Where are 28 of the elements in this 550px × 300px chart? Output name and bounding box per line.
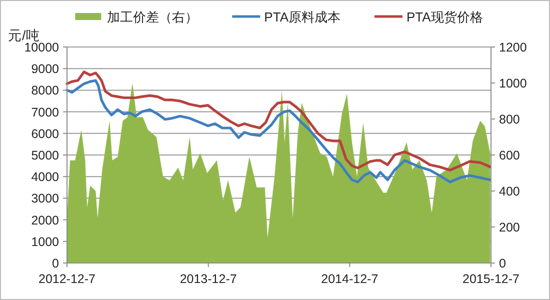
line-series <box>66 79 492 184</box>
y-tick-label: 3000 <box>31 192 60 206</box>
y2-tick-label: 1200 <box>499 40 527 54</box>
y2-tick-label: 600 <box>499 148 520 162</box>
y2-tick-label: 400 <box>499 184 520 198</box>
y-tick-label: 6000 <box>31 126 60 141</box>
y-tick-label: 0 <box>52 256 60 270</box>
y2-tick-label: 800 <box>499 112 520 126</box>
legend-label: 加工价差（右） <box>107 10 198 24</box>
y-tick-label: 7000 <box>31 105 60 120</box>
y2-tick-label: 1000 <box>499 76 527 90</box>
y2-tick-label: 0 <box>499 256 506 270</box>
y-tick-label: 4000 <box>31 170 60 184</box>
x-tick-label: 2015-12-7 <box>462 272 520 286</box>
legend-label: PTA原料成本 <box>264 10 340 24</box>
y-tick-label: 1000 <box>31 234 60 249</box>
y-tick-label: 10000 <box>24 40 60 54</box>
legend-label: PTA现货价格 <box>406 10 483 24</box>
x-tick-label: 2012-12-7 <box>38 272 96 286</box>
y-tick-label: 8000 <box>31 84 60 98</box>
y-tick-label: 9000 <box>31 62 60 76</box>
line-series <box>66 70 492 172</box>
y-tick-label: 2000 <box>31 213 60 228</box>
x-tick-label: 2014-12-7 <box>321 272 378 286</box>
y-tick-label: 5000 <box>31 148 60 162</box>
y-axis-title: 元/吨 <box>8 28 40 43</box>
x-tick-label: 2013-12-7 <box>180 272 237 286</box>
y2-tick-label: 200 <box>499 220 520 234</box>
